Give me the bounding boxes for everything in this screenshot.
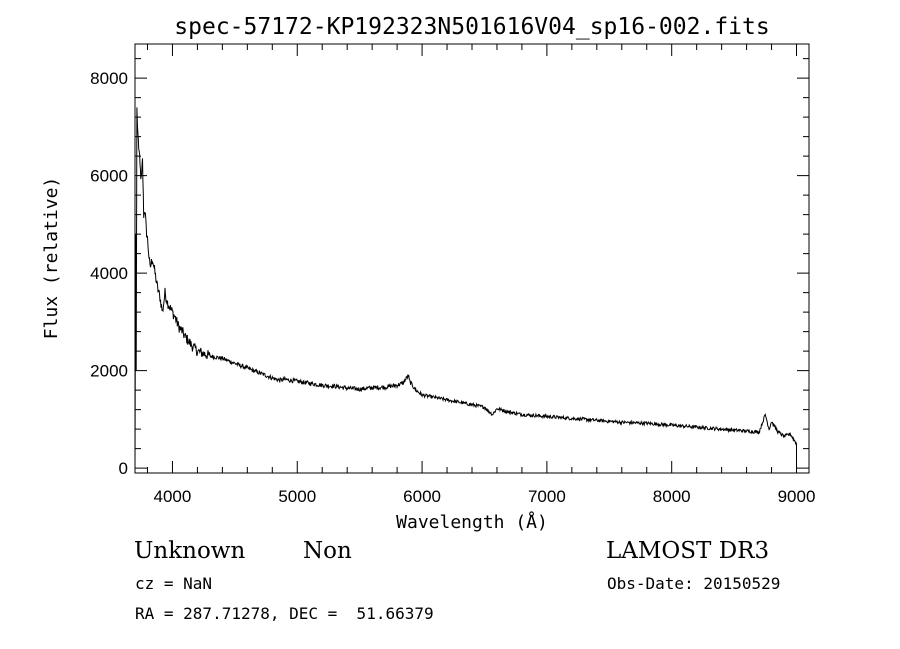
plot-frame	[134, 43, 810, 474]
x-tick-label: 9000	[778, 487, 816, 506]
y-tick-label: 0	[119, 459, 128, 478]
survey-name: LAMOST DR3	[606, 538, 770, 564]
coordinates: RA = 287.71278, DEC = 51.66379	[135, 604, 434, 623]
x-tick-label: 8000	[653, 487, 691, 506]
axis-tick-labels: 4000 5000 6000 7000 8000 9000 0 2000 4000 6000 800…	[90, 69, 815, 506]
y-tick-label: 4000	[90, 264, 128, 283]
redshift-cz: cz = NaN	[135, 574, 213, 593]
y-axis-label: Flux (relative)	[41, 177, 62, 340]
y-tick-label: 6000	[90, 167, 128, 186]
obs-date: Obs-Date: 20150529	[607, 574, 781, 593]
x-tick-label: 5000	[278, 487, 316, 506]
spectrum-line	[134, 107, 797, 469]
x-tick-label: 6000	[403, 487, 441, 506]
y-tick-label: 2000	[90, 362, 128, 381]
y-tick-label: 8000	[90, 69, 128, 88]
chart-title: spec-57172-KP192323N501616V04_sp16-002.f…	[174, 14, 769, 40]
object-subclass: Non	[303, 538, 352, 564]
x-axis-label: Wavelength (Å)	[396, 511, 548, 533]
object-class: Unknown	[134, 538, 246, 564]
x-tick-label: 4000	[154, 487, 192, 506]
x-tick-label: 7000	[528, 487, 566, 506]
axis-ticks	[135, 44, 809, 473]
